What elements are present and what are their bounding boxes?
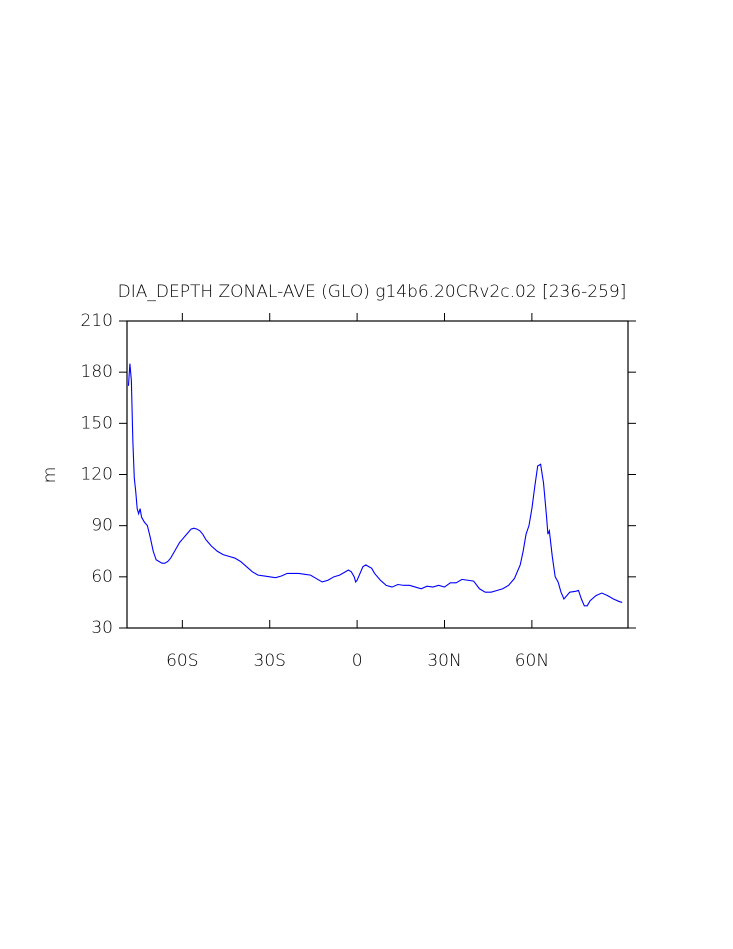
data-line bbox=[127, 363, 623, 607]
y-tick-label: 60 bbox=[91, 567, 113, 587]
x-tick-label: 30N bbox=[427, 651, 461, 671]
chart-title: DIA_DEPTH ZONAL-AVE (GLO) g14b6.20CRv2c.… bbox=[118, 282, 627, 302]
x-tick-label: 0 bbox=[352, 651, 363, 671]
y-tick-label: 120 bbox=[81, 465, 113, 485]
y-tick-label: 210 bbox=[81, 311, 113, 331]
x-tick-label: 60N bbox=[515, 651, 549, 671]
x-tick-label: 60S bbox=[166, 651, 198, 671]
y-tick-label: 90 bbox=[91, 516, 113, 536]
y-tick-label: 180 bbox=[81, 362, 113, 382]
y-axis-label: m bbox=[40, 467, 60, 484]
x-tick-label: 30S bbox=[254, 651, 286, 671]
y-tick-label: 150 bbox=[81, 413, 113, 433]
y-tick-label: 30 bbox=[91, 618, 113, 638]
